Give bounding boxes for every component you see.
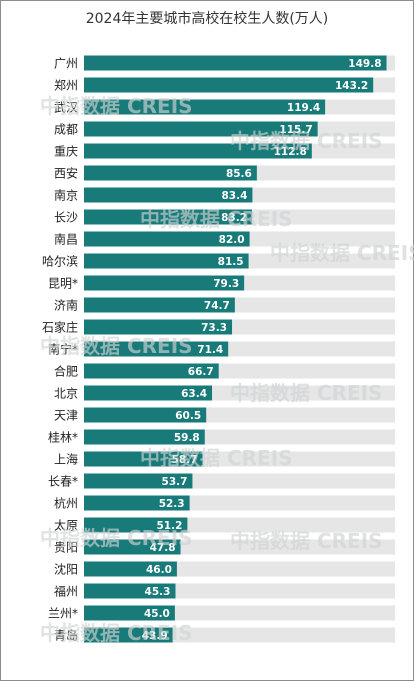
category-label: 桂林* xyxy=(48,430,78,445)
category-label: 成都 xyxy=(54,123,78,137)
watermark: 中指数据 CREIS xyxy=(230,529,383,553)
bar xyxy=(84,99,326,115)
data-label: 85.6 xyxy=(226,168,252,180)
category-label: 杭州 xyxy=(54,496,78,511)
category-label: 太原 xyxy=(54,518,78,533)
watermark: 中指数据 CREIS xyxy=(40,334,193,358)
bar xyxy=(84,429,205,445)
bar xyxy=(84,253,249,269)
bar xyxy=(84,77,374,93)
data-label: 51.2 xyxy=(156,520,182,532)
data-label: 46.0 xyxy=(146,564,172,576)
category-label: 重庆 xyxy=(54,145,78,159)
data-label: 83.4 xyxy=(222,190,248,202)
data-label: 83.2 xyxy=(221,212,247,224)
bar xyxy=(84,55,387,71)
data-label: 52.3 xyxy=(159,498,185,510)
category-label: 贵阳 xyxy=(54,541,78,555)
bar xyxy=(84,143,312,159)
watermark: 中指数据 CREIS xyxy=(230,129,383,153)
category-label: 兰州* xyxy=(48,607,78,621)
watermark: 中指数据 CREIS xyxy=(270,241,414,265)
bar xyxy=(84,517,188,533)
category-label: 石家庄 xyxy=(42,320,78,335)
bar xyxy=(84,165,257,181)
category-label: 广州 xyxy=(54,57,78,71)
data-label: 53.7 xyxy=(162,476,188,488)
data-label: 81.5 xyxy=(218,256,244,268)
bar xyxy=(84,583,176,599)
category-label: 武汉 xyxy=(54,101,78,115)
watermark: 中指数据 CREIS xyxy=(230,381,383,405)
bar xyxy=(84,319,233,335)
watermark: 中指数据 CREIS xyxy=(40,94,193,118)
category-label: 南昌 xyxy=(54,232,78,247)
bar xyxy=(84,539,181,555)
bar xyxy=(84,275,245,291)
category-label: 合肥 xyxy=(54,364,78,379)
category-label: 西安 xyxy=(54,166,78,181)
bar xyxy=(84,627,173,643)
data-label: 112.8 xyxy=(274,146,307,158)
data-label: 71.4 xyxy=(197,344,223,356)
bar xyxy=(84,451,203,467)
watermark: 中指数据 CREIS xyxy=(40,526,193,550)
bar xyxy=(84,561,177,577)
bar xyxy=(84,121,318,137)
bar xyxy=(84,363,219,379)
watermark: 中指数据 CREIS xyxy=(140,207,293,231)
chart-title: 2024年主要城市高校在校生人数(万人) xyxy=(85,11,329,27)
category-label: 南宁* xyxy=(48,342,78,357)
data-label: 149.8 xyxy=(348,58,381,70)
bar xyxy=(84,407,207,423)
data-label: 59.8 xyxy=(174,432,200,444)
category-label: 沈阳 xyxy=(54,562,78,577)
data-label: 143.2 xyxy=(335,80,368,92)
bar xyxy=(84,605,175,621)
category-label: 天津 xyxy=(54,409,78,423)
bar xyxy=(84,209,253,225)
category-label: 哈尔滨 xyxy=(42,254,78,269)
data-label: 115.7 xyxy=(279,124,312,136)
bar xyxy=(84,473,193,489)
category-label: 北京 xyxy=(54,387,78,401)
watermark: 中指数据 CREIS xyxy=(40,621,193,645)
bar xyxy=(84,385,213,401)
data-label: 79.3 xyxy=(213,278,239,290)
data-label: 47.8 xyxy=(150,542,176,554)
bar xyxy=(84,495,190,511)
data-label: 43.9 xyxy=(142,630,168,642)
watermark: 中指数据 CREIS xyxy=(140,446,293,470)
category-label: 济南 xyxy=(54,298,78,313)
bar xyxy=(84,297,235,313)
category-label: 青岛 xyxy=(54,628,78,643)
bar xyxy=(84,341,229,357)
category-label: 南京 xyxy=(54,188,78,203)
data-label: 45.3 xyxy=(145,586,171,598)
data-label: 63.4 xyxy=(181,388,207,400)
data-label: 45.0 xyxy=(144,608,170,620)
data-label: 73.3 xyxy=(201,322,227,334)
data-label: 74.7 xyxy=(204,300,230,312)
category-label: 长春* xyxy=(48,475,78,489)
data-label: 119.4 xyxy=(287,102,320,114)
bar xyxy=(84,231,250,247)
data-label: 60.5 xyxy=(175,410,201,422)
category-label: 昆明* xyxy=(48,277,78,291)
data-label: 58.7 xyxy=(172,454,198,466)
category-label: 上海 xyxy=(54,452,78,467)
data-label: 66.7 xyxy=(188,366,214,378)
category-label: 福州 xyxy=(54,584,78,599)
category-label: 郑州 xyxy=(54,78,78,93)
category-label: 长沙 xyxy=(54,211,78,225)
bar xyxy=(84,187,253,203)
data-label: 82.0 xyxy=(219,234,245,246)
